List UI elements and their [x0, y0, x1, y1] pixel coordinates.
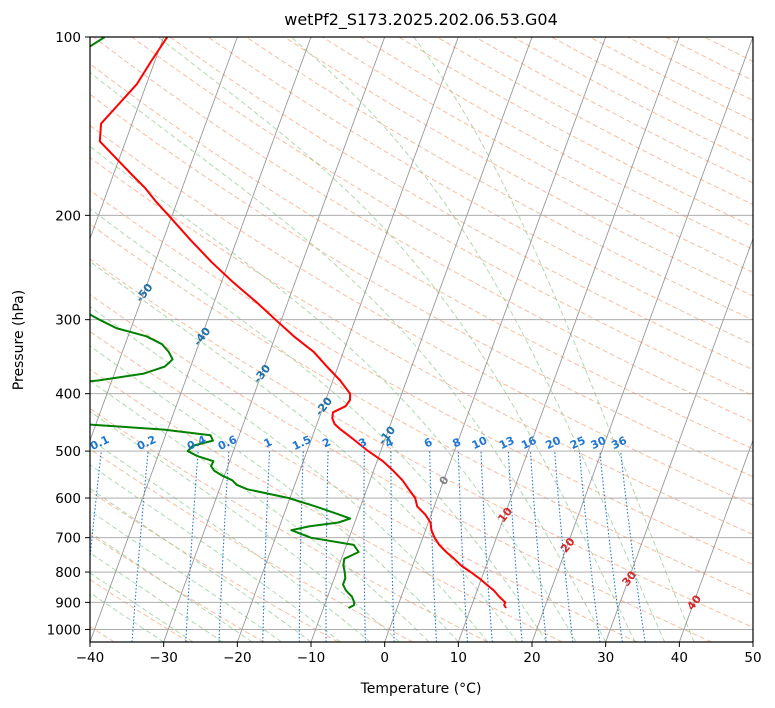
x-tick-label-2: −20 — [223, 650, 252, 666]
chart-title: wetPf2_S173.2025.202.06.53.G04 — [284, 10, 558, 30]
data-series — [90, 37, 507, 609]
isotherms — [90, 37, 753, 642]
dry-adiabat-line-17 — [93, 37, 753, 423]
x-tick-label-5: 10 — [450, 650, 467, 666]
y-tick-label-1: 200 — [55, 208, 81, 224]
moist-adiabat-line-7 — [90, 438, 371, 642]
mixing-ratio-line-7 — [363, 451, 366, 642]
moist-adiabat-line-12 — [90, 260, 518, 642]
mixing-ratio-line-3 — [218, 451, 230, 642]
isotherm-line-13 — [457, 37, 680, 642]
y-tick-label-4: 500 — [55, 444, 81, 460]
mixing-ratio-label-14: 20 — [544, 434, 564, 452]
moist-adiabat-line-17 — [290, 37, 666, 642]
dry-adiabat-line-11 — [90, 223, 753, 597]
moist-adiabat-line-2 — [90, 552, 223, 642]
dry-adiabat-line-13 — [90, 156, 753, 536]
mixing-ratio-line-13 — [529, 451, 547, 642]
plot-frame — [89, 36, 754, 643]
y-tick-label-7: 800 — [55, 565, 81, 581]
mixing-ratio-line-9 — [429, 451, 437, 642]
mixing-ratio-line-14 — [554, 451, 574, 642]
moist-adiabat-line-11 — [90, 306, 489, 642]
isotherm-line-14 — [531, 37, 753, 642]
y-tick-label-9: 1000 — [47, 622, 81, 638]
moist-adiabat-line-1 — [90, 572, 194, 642]
dry-adiabat-line-9 — [90, 294, 712, 642]
dry-adiabat-line-14 — [90, 124, 753, 506]
moist-adiabat-line-8 — [90, 410, 400, 642]
y-tick-label-3: 400 — [55, 387, 81, 403]
dry-adiabat-line-6 — [90, 407, 488, 642]
dry-adiabat-line-15 — [90, 93, 753, 478]
mixing-ratio-line-2 — [185, 451, 199, 642]
isotherm-line-11 — [310, 37, 533, 642]
dry-adiabat-line-3 — [90, 533, 264, 642]
x-tick-label-0: −40 — [76, 650, 105, 666]
isotherm-line-12 — [384, 37, 607, 642]
mixing-ratio-label-12: 13 — [497, 434, 516, 452]
pressure-gridlines — [90, 37, 753, 630]
dry-adiabat-line-10 — [90, 258, 753, 628]
moist-adiabat-line-6 — [90, 464, 341, 642]
moist-adiabat-line-3 — [90, 531, 253, 642]
x-tick-label-4: 0 — [380, 650, 389, 666]
mixing-ratio-label-13: 16 — [519, 434, 539, 452]
mixing-ratio-label-16: 30 — [589, 434, 609, 452]
y-tick-label-5: 600 — [55, 491, 81, 507]
isotherm-line-16 — [678, 439, 753, 642]
dry-adiabat-line-16 — [90, 63, 753, 450]
mixing-ratio-label-11: 10 — [470, 434, 490, 452]
moist-adiabat-line-0 — [90, 592, 164, 642]
mixing-ratio-line-0 — [90, 451, 102, 563]
x-tick-label-7: 30 — [597, 650, 614, 666]
y-tick-label-0: 100 — [55, 30, 81, 46]
x-axis-title: Temperature (°C) — [360, 681, 482, 697]
y-tick-label-6: 700 — [55, 531, 81, 547]
mixing-ratio-line-12 — [507, 451, 523, 642]
x-tick-label-6: 20 — [523, 650, 540, 666]
mixing-ratio-label-15: 25 — [568, 434, 587, 452]
x-tick-label-1: −30 — [149, 650, 178, 666]
dry-adiabat-line-21 — [245, 37, 753, 321]
y-tick-label-8: 900 — [55, 595, 81, 611]
dry-adiabat-line-22 — [284, 37, 753, 297]
mixing-ratio-line-10 — [457, 451, 469, 642]
isotherm-line-6 — [90, 37, 165, 240]
background-lines — [90, 37, 753, 642]
mixing-ratio-line-8 — [390, 451, 395, 642]
y-tick-label-2: 300 — [55, 313, 81, 329]
y-axis-ticks: 100 200 300 400 500 600 700 800 900 1000 — [47, 30, 90, 638]
x-axis-ticks: −40 −30 −20 −10 0 10 20 30 40 50 — [76, 642, 762, 666]
mixing-ratio-label-17: 36 — [609, 434, 629, 452]
moist-adiabat-line-10 — [90, 345, 459, 642]
isotherm-line-10 — [236, 37, 459, 642]
mixing-ratio-line-5 — [298, 451, 304, 642]
moist-adiabat-line-14 — [90, 145, 577, 642]
isotherm-line-8 — [90, 37, 312, 642]
isotherm-line-15 — [605, 237, 753, 642]
x-tick-label-8: 40 — [671, 650, 688, 666]
isotherm-line-9 — [163, 37, 386, 642]
y-axis-title: Pressure (hPa) — [11, 290, 27, 390]
moist-adiabat-line-16 — [157, 37, 636, 642]
temperature-profile-line — [98, 37, 507, 609]
x-tick-label-9: 50 — [744, 650, 761, 666]
x-tick-label-3: −10 — [297, 650, 326, 666]
dewpoint-profile-line — [90, 37, 360, 609]
moist-adiabat-line-15 — [90, 71, 607, 642]
isotherm-line-7 — [90, 37, 238, 442]
mixing-ratio-line-6 — [325, 451, 329, 642]
dry-adiabat-line-7 — [90, 368, 563, 642]
